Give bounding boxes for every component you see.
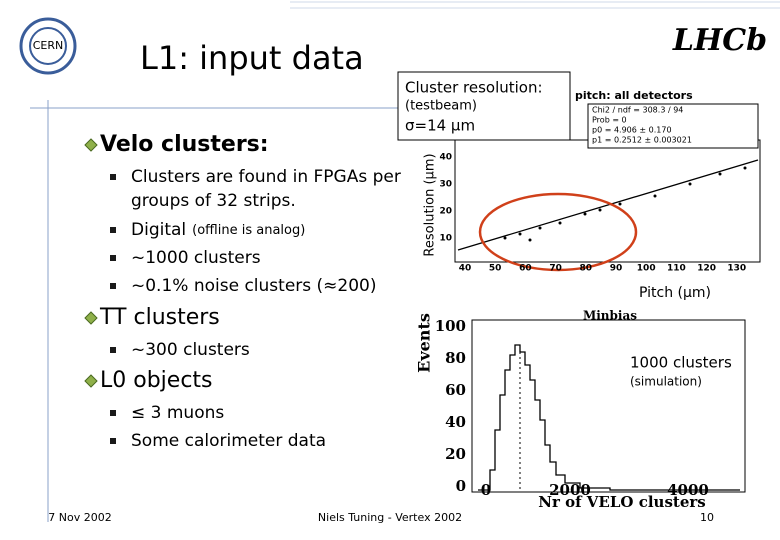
section-icon — [84, 311, 98, 325]
resolution-plot: pitch: all detectors Chi2 / ndf = 308.3 … — [397, 71, 761, 301]
footer-date: 7 Nov 2002 — [48, 511, 111, 524]
section-heading: Velo clusters: — [100, 132, 269, 157]
plot-frame — [471, 319, 746, 493]
x-tick-label: 110 — [667, 264, 686, 274]
bullet-marker — [110, 283, 116, 289]
fit-text: p0 = 4.906 ± 0.170 — [592, 126, 672, 135]
y-tick-label: 80 — [445, 349, 466, 367]
x-tick-label: 2000 — [549, 481, 591, 499]
footer-author: Niels Tuning - Vertex 2002 — [318, 511, 462, 524]
bullet-list: Velo clusters: Clusters are found in FPGA… — [84, 132, 401, 451]
fit-line — [457, 159, 759, 251]
section-heading: TT clusters — [99, 305, 220, 330]
callout-box — [624, 350, 744, 392]
y-axis-label: Events — [415, 313, 434, 373]
slide-title: L1: input data — [140, 39, 364, 77]
y-tick-label: 60 — [445, 381, 466, 399]
footer-page: 10 — [700, 511, 714, 524]
x-tick-label: 130 — [727, 264, 746, 274]
y-tick-label: 20 — [445, 445, 466, 463]
section-icon — [84, 374, 98, 388]
callout-value: σ=14 μm — [405, 117, 475, 135]
x-tick-label: 90 — [610, 264, 623, 274]
bullet-marker — [110, 227, 116, 233]
fit-frame — [587, 103, 759, 149]
fit-text: p1 = 0.2512 ± 0.003021 — [592, 136, 692, 145]
callout-title: Cluster resolution: — [405, 79, 543, 97]
callout-box — [397, 71, 571, 141]
bullet-marker — [110, 174, 116, 180]
y-tick-label: 0 — [456, 477, 466, 495]
x-tick-label: 60 — [519, 264, 532, 274]
y-tick-label: 30 — [439, 180, 452, 190]
section-icon — [84, 138, 98, 152]
lhcb-logo: LHCb — [672, 23, 767, 58]
cern-logo: CERN — [19, 17, 77, 75]
y-tick-label: 10 — [439, 234, 452, 244]
bullet-text: ≤ 3 muons — [131, 403, 224, 423]
x-tick-label: 4000 — [667, 481, 709, 499]
bullet-text: ~0.1% noise clusters (≈200) — [131, 276, 377, 296]
x-tick-label: 40 — [459, 264, 472, 274]
x-tick-label: 120 — [697, 264, 716, 274]
y-axis-label: Resolution (μm) — [423, 153, 438, 256]
bullet-text: Clusters are found in FPGAs per — [131, 167, 401, 187]
x-tick-label: 100 — [637, 264, 656, 274]
bullet-text: ~300 clusters — [131, 340, 250, 360]
callout-subtitle: (testbeam) — [405, 99, 477, 114]
x-tick-label: 50 — [489, 264, 502, 274]
highlight-ellipse — [478, 192, 638, 272]
x-axis-label: Pitch (μm) — [639, 285, 711, 301]
logo-text: CERN — [33, 39, 64, 52]
bullet-note: (offline is analog) — [192, 223, 305, 238]
bullet-text: Digital (offline is analog) — [131, 220, 305, 240]
x-tick-label: 80 — [580, 264, 593, 274]
histogram — [478, 344, 740, 491]
plot-title: pitch: all detectors — [575, 89, 693, 102]
x-axis-label: Nr of VELO clusters — [538, 493, 705, 511]
bullet-text: Some calorimeter data — [131, 431, 326, 451]
y-tick-label: 40 — [439, 153, 452, 163]
bullet-text: groups of 32 strips. — [131, 191, 296, 211]
y-tick-label: 100 — [435, 317, 466, 335]
points — [503, 166, 747, 242]
plot-title: Minbias — [583, 309, 637, 323]
bullet-text: ~1000 clusters — [131, 248, 261, 268]
bullet-marker — [110, 438, 116, 444]
bullet-marker — [110, 255, 116, 261]
bullet-marker — [110, 347, 116, 353]
fit-text: Chi2 / ndf = 308.3 / 94 — [592, 106, 683, 115]
y-tick-label: 20 — [439, 207, 452, 217]
x-tick-label: 70 — [549, 264, 562, 274]
callout-title: 1000 clusters — [630, 354, 732, 372]
callout-subtitle: (simulation) — [630, 375, 702, 389]
top-grid — [290, 1, 780, 9]
fit-text: Prob = 0 — [592, 116, 627, 125]
section-heading: L0 objects — [100, 368, 213, 393]
y-tick-label: 40 — [445, 413, 466, 431]
bullet-marker — [110, 410, 116, 416]
x-tick-label: 0 — [481, 481, 491, 499]
